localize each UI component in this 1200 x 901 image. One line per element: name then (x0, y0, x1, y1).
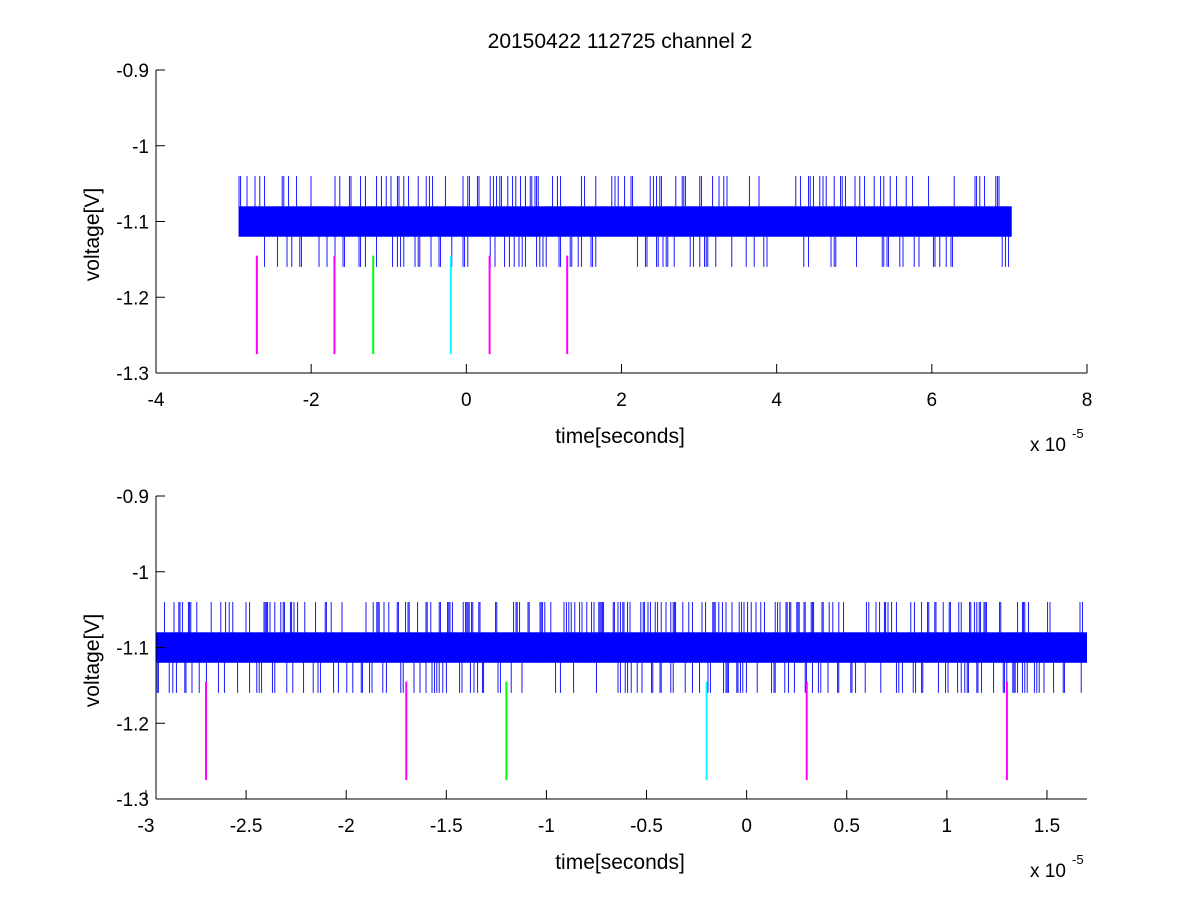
y-tick-label: -0.9 (116, 61, 149, 82)
y-tick-label: -1.3 (116, 790, 149, 811)
x-tick-label: 1.5 (1034, 816, 1060, 837)
x-tick-label: -2 (303, 390, 320, 411)
x-tick-label: -2 (338, 816, 355, 837)
signal-band (239, 206, 1012, 237)
x-tick-label: 4 (771, 390, 782, 411)
x-tick-label: -4 (148, 390, 165, 411)
signal-band (156, 632, 1087, 663)
x-tick-label: 0 (741, 816, 752, 837)
y-axis-label: voltage[V] (81, 614, 104, 707)
y-tick-label: -0.9 (116, 487, 149, 508)
y-tick-label: -1.2 (116, 714, 149, 735)
y-tick-label: -1 (132, 137, 149, 158)
chart-title: 20150422 112725 channel 2 (488, 30, 753, 53)
y-axis-label: voltage[V] (81, 188, 104, 281)
x-tick-label: 0 (461, 390, 472, 411)
x-exponent-base: x 10 (1030, 435, 1066, 456)
x-tick-label: -1.5 (430, 816, 463, 837)
y-tick-label: -1.2 (116, 288, 149, 309)
x-tick-label: 8 (1082, 390, 1093, 411)
x-exponent-power: -5 (1072, 426, 1084, 441)
y-tick-label: -1.1 (116, 639, 149, 660)
x-axis-label: time[seconds] (555, 851, 685, 874)
y-tick-label: -1.1 (116, 213, 149, 234)
x-tick-label: 1 (942, 816, 953, 837)
x-tick-label: 2 (616, 390, 627, 411)
x-tick-label: -0.5 (630, 816, 663, 837)
x-exponent-power: -5 (1072, 852, 1084, 867)
x-axis-label: time[seconds] (555, 425, 685, 448)
y-tick-label: -1.3 (116, 364, 149, 385)
x-tick-label: -2.5 (230, 816, 263, 837)
x-exponent-base: x 10 (1030, 861, 1066, 882)
y-tick-label: -1 (132, 563, 149, 584)
upper-plot: -0.9 -1 -1.1 -1.2 -1.3 -4 -2 0 2 4 6 8 time[seconds]… (81, 61, 1092, 456)
x-tick-label: 6 (927, 390, 938, 411)
lower-plot: -0.9 -1 -1.1 -1.2 -1.3 -3 -2.5 -2 -1.5 -1 -0.5 0 0.5… (81, 487, 1087, 882)
x-tick-label: 0.5 (834, 816, 860, 837)
x-tick-label: -3 (138, 816, 155, 837)
x-tick-label: -1 (538, 816, 555, 837)
